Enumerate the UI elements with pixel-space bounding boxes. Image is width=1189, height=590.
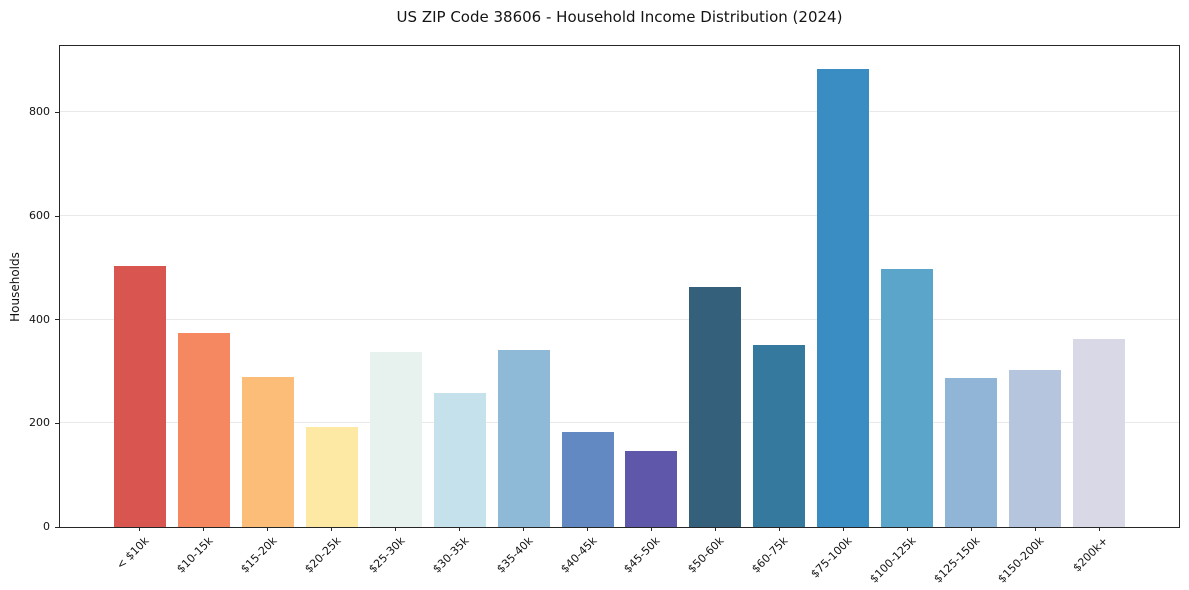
x-tick bbox=[714, 527, 716, 531]
bar-60-75k bbox=[753, 345, 806, 527]
x-tick bbox=[842, 527, 844, 531]
x-tick bbox=[203, 527, 205, 531]
y-axis-label-container: Households bbox=[0, 45, 30, 528]
bar-40-45k bbox=[561, 432, 614, 527]
x-tick-label: < $10k bbox=[113, 534, 152, 572]
bar-35-40k bbox=[497, 349, 550, 527]
y-tick bbox=[55, 215, 60, 217]
x-tick bbox=[587, 527, 589, 531]
x-tick bbox=[331, 527, 333, 531]
chart-title: US ZIP Code 38606 - Household Income Dis… bbox=[396, 8, 843, 26]
gridline bbox=[60, 111, 1179, 113]
y-tick-label: 600 bbox=[29, 209, 50, 223]
x-tick bbox=[1098, 527, 1100, 531]
x-tick bbox=[395, 527, 397, 531]
bar-125-150k bbox=[945, 378, 998, 527]
bar-15-20k bbox=[241, 376, 294, 527]
bar-100-125k bbox=[881, 269, 934, 527]
x-tick bbox=[778, 527, 780, 531]
x-tick bbox=[139, 527, 141, 531]
gridline bbox=[60, 215, 1179, 217]
x-tick bbox=[1034, 527, 1036, 531]
bar-75-100k bbox=[817, 68, 870, 527]
y-tick-label: 800 bbox=[29, 105, 50, 119]
y-tick-label: 200 bbox=[29, 416, 50, 430]
y-tick-label: 400 bbox=[29, 312, 50, 326]
x-tick bbox=[650, 527, 652, 531]
x-tick bbox=[906, 527, 908, 531]
x-tick bbox=[970, 527, 972, 531]
x-tick bbox=[459, 527, 461, 531]
bar-200k bbox=[1073, 339, 1126, 527]
bar-10k bbox=[113, 266, 166, 527]
x-tick bbox=[267, 527, 269, 531]
x-tick bbox=[523, 527, 525, 531]
bar-50-60k bbox=[689, 286, 742, 527]
bar-10-15k bbox=[177, 333, 230, 527]
bar-20-25k bbox=[305, 427, 358, 527]
y-tick bbox=[55, 526, 60, 528]
y-tick-label: 0 bbox=[43, 520, 50, 533]
bar-45-50k bbox=[625, 450, 678, 527]
y-tick bbox=[55, 422, 60, 424]
axes: 0 200 400 600 800 < $10k $10-15k $15-20k $20-25k… bbox=[29, 45, 1180, 585]
bar-30-35k bbox=[433, 393, 486, 527]
gridline bbox=[60, 422, 1179, 424]
bar-150-200k bbox=[1009, 369, 1062, 527]
bar-25-30k bbox=[369, 352, 422, 527]
gridline bbox=[60, 318, 1179, 320]
y-axis-label: Households bbox=[8, 251, 23, 322]
y-tick bbox=[55, 111, 60, 113]
y-tick bbox=[55, 319, 60, 321]
